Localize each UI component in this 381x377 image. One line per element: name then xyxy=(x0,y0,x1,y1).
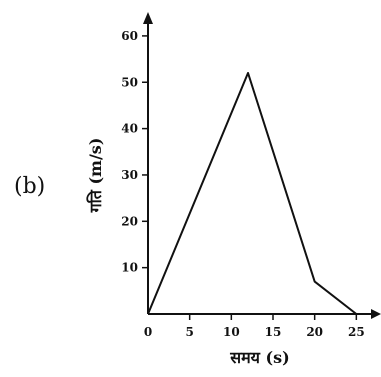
y-ticks: 10 20 30 40 50 60 xyxy=(121,29,148,275)
x-tick-label: 25 xyxy=(348,325,365,339)
speed-line xyxy=(147,71,357,315)
x-ticks: 0 5 10 15 20 25 xyxy=(144,314,365,339)
y-tick-label: 10 xyxy=(121,261,138,275)
y-tick-label: 60 xyxy=(121,29,138,43)
x-tick-label: 5 xyxy=(185,325,193,339)
y-axis-arrow xyxy=(143,12,153,24)
y-axis-title: गति (m/s) xyxy=(86,138,105,214)
panel-label: (b) xyxy=(14,174,45,199)
axes xyxy=(143,12,381,319)
x-tick-label: 20 xyxy=(306,325,323,339)
x-axis-title: समय (s) xyxy=(229,348,289,367)
x-axis-arrow xyxy=(371,309,381,319)
y-tick-label: 50 xyxy=(121,75,138,89)
y-tick-label: 20 xyxy=(121,214,138,228)
x-tick-label: 15 xyxy=(265,325,282,339)
y-tick-label: 40 xyxy=(121,122,138,136)
x-tick-label: 10 xyxy=(223,325,240,339)
series-layer xyxy=(147,71,357,315)
y-tick-label: 30 xyxy=(121,168,138,182)
x-tick-label: 0 xyxy=(144,325,152,339)
